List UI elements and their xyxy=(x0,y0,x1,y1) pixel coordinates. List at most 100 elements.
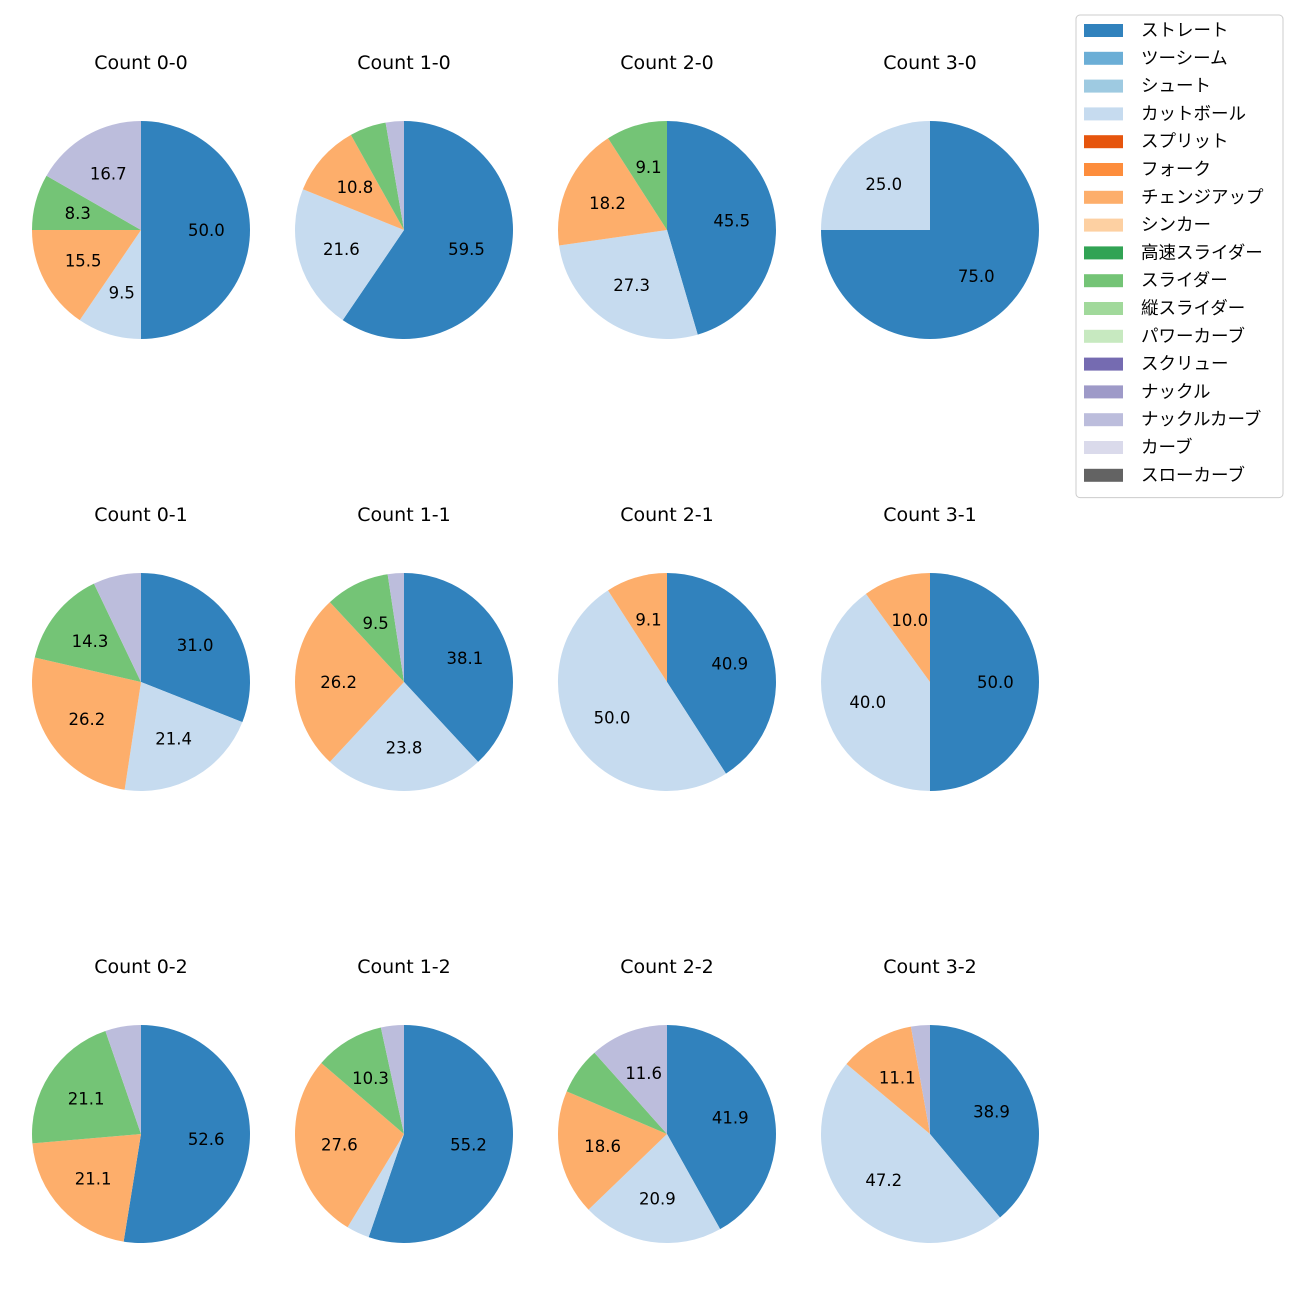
pie-slice xyxy=(350,122,404,230)
pie-slice xyxy=(821,1063,1001,1243)
pie-slice xyxy=(123,1025,251,1243)
slice-label: 25.0 xyxy=(865,175,902,194)
pie-count-0-1: Count 0-1 31.0 21.4 26.2 14.3 xyxy=(31,504,251,791)
pie-count-0-0: Count 0-0 50.0 9.5 15.5 8.3 16.7 xyxy=(32,52,250,339)
pie-slice xyxy=(404,573,513,762)
slice-label: 50.0 xyxy=(188,221,225,240)
pie-slice xyxy=(32,175,141,230)
slice-label: 27.3 xyxy=(613,276,650,295)
pie-title: Count 1-1 xyxy=(357,504,451,526)
pie-slice xyxy=(667,573,776,774)
pie-slice xyxy=(821,121,930,230)
pie-slice xyxy=(594,1025,667,1134)
pie-slice xyxy=(295,602,404,762)
pie-slice xyxy=(608,121,667,230)
legend-swatch xyxy=(1084,302,1123,315)
slice-label: 11.6 xyxy=(625,1064,662,1083)
pie-title: Count 2-1 xyxy=(620,504,714,526)
pie-slice xyxy=(385,121,404,230)
slice-label: 75.0 xyxy=(958,267,995,286)
legend-swatch xyxy=(1084,51,1123,65)
pie-slice xyxy=(295,1063,404,1228)
legend-label: シンカー xyxy=(1141,216,1211,236)
legend-frame xyxy=(1075,14,1284,499)
pie-slice xyxy=(141,573,251,723)
slice-label: 21.4 xyxy=(155,730,192,749)
pie-slice xyxy=(559,230,698,339)
pie-count-2-1: Count 2-1 40.9 50.0 9.1 xyxy=(557,504,776,792)
slice-label: 9.5 xyxy=(362,614,388,633)
pie-slice xyxy=(380,1025,404,1134)
pie-slice xyxy=(910,1025,930,1134)
pie-count-1-1: Count 1-1 38.1 23.8 26.2 9.5 xyxy=(295,504,513,791)
pie-slice xyxy=(865,573,930,682)
slice-label: 18.2 xyxy=(589,194,626,213)
pie-title: Count 0-2 xyxy=(94,956,188,978)
slice-label: 38.9 xyxy=(973,1103,1010,1122)
pie-slice xyxy=(46,121,142,230)
pie-slice xyxy=(608,572,667,682)
pie-slice xyxy=(588,1134,721,1243)
slice-label: 16.7 xyxy=(90,164,127,183)
pie-title: Count 1-0 xyxy=(357,52,451,74)
pie-slice xyxy=(105,1025,141,1134)
legend-swatch xyxy=(1084,385,1123,399)
pie-slice xyxy=(930,1025,1039,1218)
legend-swatch xyxy=(1084,357,1123,371)
pie-slice xyxy=(124,682,243,791)
pie-slice xyxy=(294,189,404,321)
legend-swatch xyxy=(1084,413,1123,427)
pie-title: Count 3-0 xyxy=(883,52,977,74)
slice-label: 10.3 xyxy=(352,1069,389,1088)
pie-slice xyxy=(32,230,141,321)
pie-slice xyxy=(557,1091,667,1210)
legend-label: 高速スライダー xyxy=(1141,243,1263,263)
slice-label: 26.2 xyxy=(69,710,106,729)
slice-label: 21.1 xyxy=(68,1089,105,1108)
slice-label: 50.0 xyxy=(594,708,631,727)
slice-label: 21.6 xyxy=(323,240,360,259)
slice-label: 9.1 xyxy=(635,610,661,629)
pie-slice xyxy=(930,573,1039,791)
slice-label: 26.2 xyxy=(320,673,357,692)
legend-swatch xyxy=(1084,441,1123,454)
pie-count-3-1: Count 3-1 50.0 40.0 10.0 xyxy=(820,504,1039,791)
legend-swatch xyxy=(1084,274,1123,288)
legend-swatch xyxy=(1084,24,1123,37)
pie-slice xyxy=(31,657,142,790)
pie-slice xyxy=(329,682,479,791)
legend-swatch xyxy=(1084,107,1123,121)
pie-title: Count 3-2 xyxy=(883,956,977,978)
pie-slice xyxy=(141,121,250,339)
pie-slice xyxy=(566,1052,667,1134)
pie-slice xyxy=(32,1134,141,1242)
legend-label: スクリュー xyxy=(1141,355,1229,375)
pie-slice xyxy=(342,121,513,339)
pie-slice xyxy=(34,583,142,682)
legend-label: カットボール xyxy=(1141,104,1246,124)
pie-slice xyxy=(387,573,404,682)
legend-swatch xyxy=(1084,218,1123,232)
slice-label: 11.1 xyxy=(879,1068,916,1087)
pie-slice xyxy=(93,573,141,682)
pie-slice xyxy=(347,1134,404,1238)
slice-label: 45.5 xyxy=(713,212,750,231)
pie-title: Count 1-2 xyxy=(357,956,451,978)
pie-title: Count 2-2 xyxy=(620,956,714,978)
pie-slice xyxy=(329,574,404,682)
slice-label: 40.0 xyxy=(849,693,886,712)
pie-slice xyxy=(667,1025,776,1230)
pie-slice xyxy=(558,138,667,246)
slice-label: 14.3 xyxy=(72,632,109,651)
pie-count-3-0: Count 3-0 75.0 25.0 xyxy=(821,52,1039,339)
legend-label: フォーク xyxy=(1141,160,1211,180)
legend-label: シュート xyxy=(1141,77,1211,97)
pie-slice xyxy=(557,590,726,792)
pie-slice xyxy=(820,593,930,791)
pie-slice xyxy=(321,1027,404,1134)
slice-label: 41.9 xyxy=(712,1109,749,1128)
legend-swatch xyxy=(1084,468,1123,482)
legend-swatch xyxy=(1084,246,1123,260)
pie-title: Count 2-0 xyxy=(620,52,714,74)
